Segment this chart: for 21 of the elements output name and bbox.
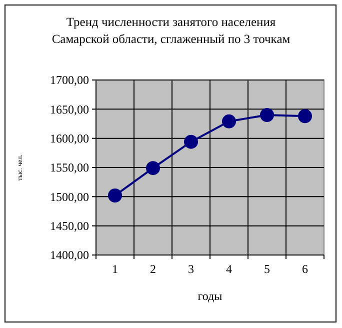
x-tick-label: 1 — [112, 262, 118, 276]
x-tick-label: 2 — [150, 262, 156, 276]
x-tick-label: 3 — [188, 262, 194, 276]
y-tick-label: 1550,00 — [50, 160, 89, 175]
point — [260, 108, 274, 122]
chart-title: Тренд численности занятого населения Самарской области, сглаженный по 3 точкам — [52, 15, 290, 46]
y-tick-label: 1600,00 — [50, 132, 89, 146]
y-tick-label: 1650,00 — [50, 102, 89, 116]
y-tick-label: 1700,00 — [50, 73, 89, 88]
y-tick-label: 1500,00 — [50, 190, 89, 204]
y-tick-label: 1400,00 — [50, 248, 89, 262]
point — [108, 188, 122, 202]
point — [222, 114, 236, 128]
x-axis-title: годы — [198, 289, 222, 303]
x-tick-label: 6 — [302, 262, 308, 276]
point — [298, 109, 312, 124]
x-tick-label: 5 — [264, 262, 270, 276]
y-tick-label: 1450,00 — [50, 219, 89, 234]
point — [146, 161, 160, 176]
point — [184, 134, 198, 149]
x-tick-label: 4 — [226, 262, 232, 276]
